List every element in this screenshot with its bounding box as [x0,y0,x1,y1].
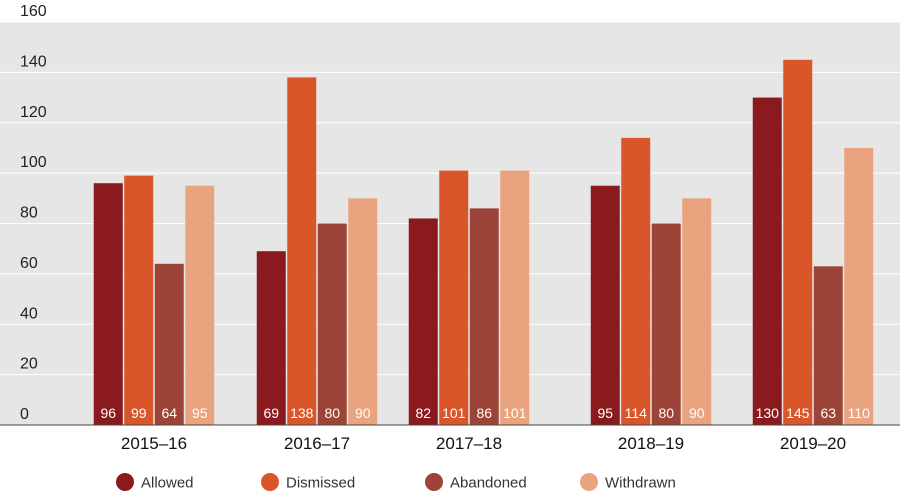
bar-dismissed-0 [124,175,154,425]
data-label: 82 [415,405,431,421]
bar-dismissed-4 [783,59,813,425]
bar-withdrawn-1 [348,198,378,425]
y-tick-label: 0 [20,406,29,423]
y-tick-label: 140 [20,53,47,70]
y-tick-label: 80 [20,205,38,222]
legend-label-abandoned: Abandoned [450,475,527,492]
data-label: 90 [689,405,705,421]
bar-withdrawn-3 [682,198,712,425]
y-tick-label: 40 [20,305,38,322]
data-label: 145 [786,405,810,421]
data-label: 101 [503,405,527,421]
data-label: 80 [324,405,340,421]
data-label: 96 [100,405,116,421]
legend-label-allowed: Allowed [141,475,194,492]
data-labels: 96 99 64 95 69 138 80 90 82 101 86 101 95 114 80 90 130 1… [100,405,870,421]
x-tick-label: 2016–17 [284,434,350,453]
data-label: 130 [756,405,780,421]
data-label: 86 [476,405,492,421]
y-tick-label: 20 [20,356,38,373]
data-label: 63 [820,405,836,421]
bar-abandoned-0 [154,263,184,425]
data-label: 138 [290,405,314,421]
legend-label-withdrawn: Withdrawn [605,475,676,492]
x-tick-label: 2018–19 [618,434,684,453]
data-label: 99 [131,405,147,421]
data-label: 90 [355,405,371,421]
legend-swatch-allowed [116,473,134,491]
y-tick-label: 60 [20,255,38,272]
bar-abandoned-2 [469,208,499,425]
data-label: 64 [161,405,177,421]
bar-allowed-3 [590,185,620,425]
bar-abandoned-4 [813,266,843,425]
y-tick-label: 160 [20,3,47,20]
bar-withdrawn-4 [844,147,874,425]
bar-allowed-0 [93,183,123,425]
legend-swatch-withdrawn [580,473,598,491]
bar-dismissed-2 [439,170,469,425]
y-tick-label: 100 [20,154,47,171]
data-label: 80 [658,405,674,421]
data-label: 95 [192,405,208,421]
data-label: 110 [848,405,871,421]
legend-swatch-dismissed [261,473,279,491]
data-label: 69 [263,405,279,421]
y-axis-ticks: 0 20 40 60 80 100 120 140 160 [20,3,47,423]
x-tick-label: 2019–20 [780,434,846,453]
bar-abandoned-1 [317,223,347,425]
bar-dismissed-1 [287,77,317,425]
legend-swatch-abandoned [425,473,443,491]
x-tick-label: 2017–18 [436,434,502,453]
bar-withdrawn-0 [185,185,215,425]
data-label: 114 [625,405,648,421]
bar-withdrawn-2 [500,170,530,425]
bar-abandoned-3 [651,223,681,425]
bar-allowed-1 [256,251,286,425]
bar-allowed-2 [408,218,438,425]
bar-dismissed-3 [621,137,651,426]
bar-allowed-4 [752,97,782,425]
y-tick-label: 120 [20,104,47,121]
bars [93,59,874,426]
x-axis-ticks: 2015–16 2016–17 2017–18 2018–19 2019–20 [121,434,846,453]
legend: Allowed Dismissed Abandoned Withdrawn [116,473,676,492]
data-label: 95 [597,405,613,421]
data-label: 101 [442,405,466,421]
legend-label-dismissed: Dismissed [286,475,355,492]
x-tick-label: 2015–16 [121,434,187,453]
